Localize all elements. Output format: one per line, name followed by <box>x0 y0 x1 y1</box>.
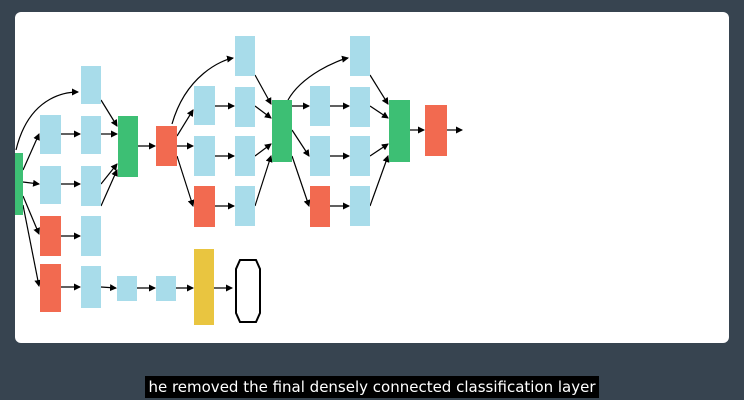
conv-block <box>81 216 101 256</box>
connection-arrow <box>291 155 311 207</box>
concat-block <box>389 100 410 162</box>
pool-block <box>40 264 61 312</box>
connection-arrow <box>100 163 118 185</box>
slide-canvas <box>15 12 729 343</box>
conv-block <box>117 276 137 301</box>
connection-arrow <box>100 169 118 207</box>
conv-block <box>235 36 255 76</box>
conv-block <box>350 87 370 127</box>
dense-block <box>194 249 214 325</box>
connection-arrow <box>254 155 273 207</box>
skip-connection-arrow <box>171 55 234 125</box>
conv-block <box>81 66 101 104</box>
connection-arrow <box>100 284 117 292</box>
pool-block <box>156 126 177 166</box>
connection-arrow <box>254 143 272 157</box>
connection-arrow <box>369 143 389 157</box>
connection-arrow <box>254 105 272 119</box>
concat-block <box>272 100 292 162</box>
connection-arrow <box>176 155 195 207</box>
conv-block <box>81 166 101 206</box>
connection-arrow <box>369 155 390 207</box>
connection-arrow <box>291 129 310 157</box>
pool-block <box>425 105 447 156</box>
conv-block <box>235 186 255 226</box>
conv-block <box>350 136 370 176</box>
pool-block <box>194 186 215 227</box>
concat-block <box>15 153 23 215</box>
skip-connection-arrow <box>15 88 79 151</box>
conv-block <box>350 186 370 226</box>
concat-block <box>118 116 138 177</box>
subtitle-text: he removed the final densely connected c… <box>145 376 599 398</box>
removed-output-layer <box>235 259 261 323</box>
conv-block <box>350 36 370 76</box>
conv-block <box>40 115 61 154</box>
connection-arrow <box>100 99 118 127</box>
connection-arrow <box>254 74 272 105</box>
subtitle-bar: he removed the final densely connected c… <box>0 376 744 398</box>
conv-block <box>81 116 101 154</box>
pool-block <box>310 186 330 227</box>
conv-block <box>310 86 330 126</box>
pool-block <box>40 216 61 256</box>
connection-arrow <box>22 179 40 187</box>
conv-block <box>194 86 215 125</box>
conv-block <box>40 166 61 204</box>
connection-arrow <box>176 109 194 137</box>
skip-connection-arrow <box>287 55 349 101</box>
conv-block <box>235 136 255 176</box>
connection-arrow <box>22 195 40 235</box>
connection-arrow <box>369 105 389 119</box>
connection-arrow <box>22 133 40 171</box>
conv-block <box>310 136 330 176</box>
connection-arrow <box>369 74 389 105</box>
conv-block <box>235 87 255 127</box>
conv-block <box>194 136 215 176</box>
conv-block <box>81 266 101 308</box>
network-architecture-diagram <box>15 36 463 325</box>
conv-block <box>156 276 176 301</box>
connection-arrow <box>22 204 42 287</box>
